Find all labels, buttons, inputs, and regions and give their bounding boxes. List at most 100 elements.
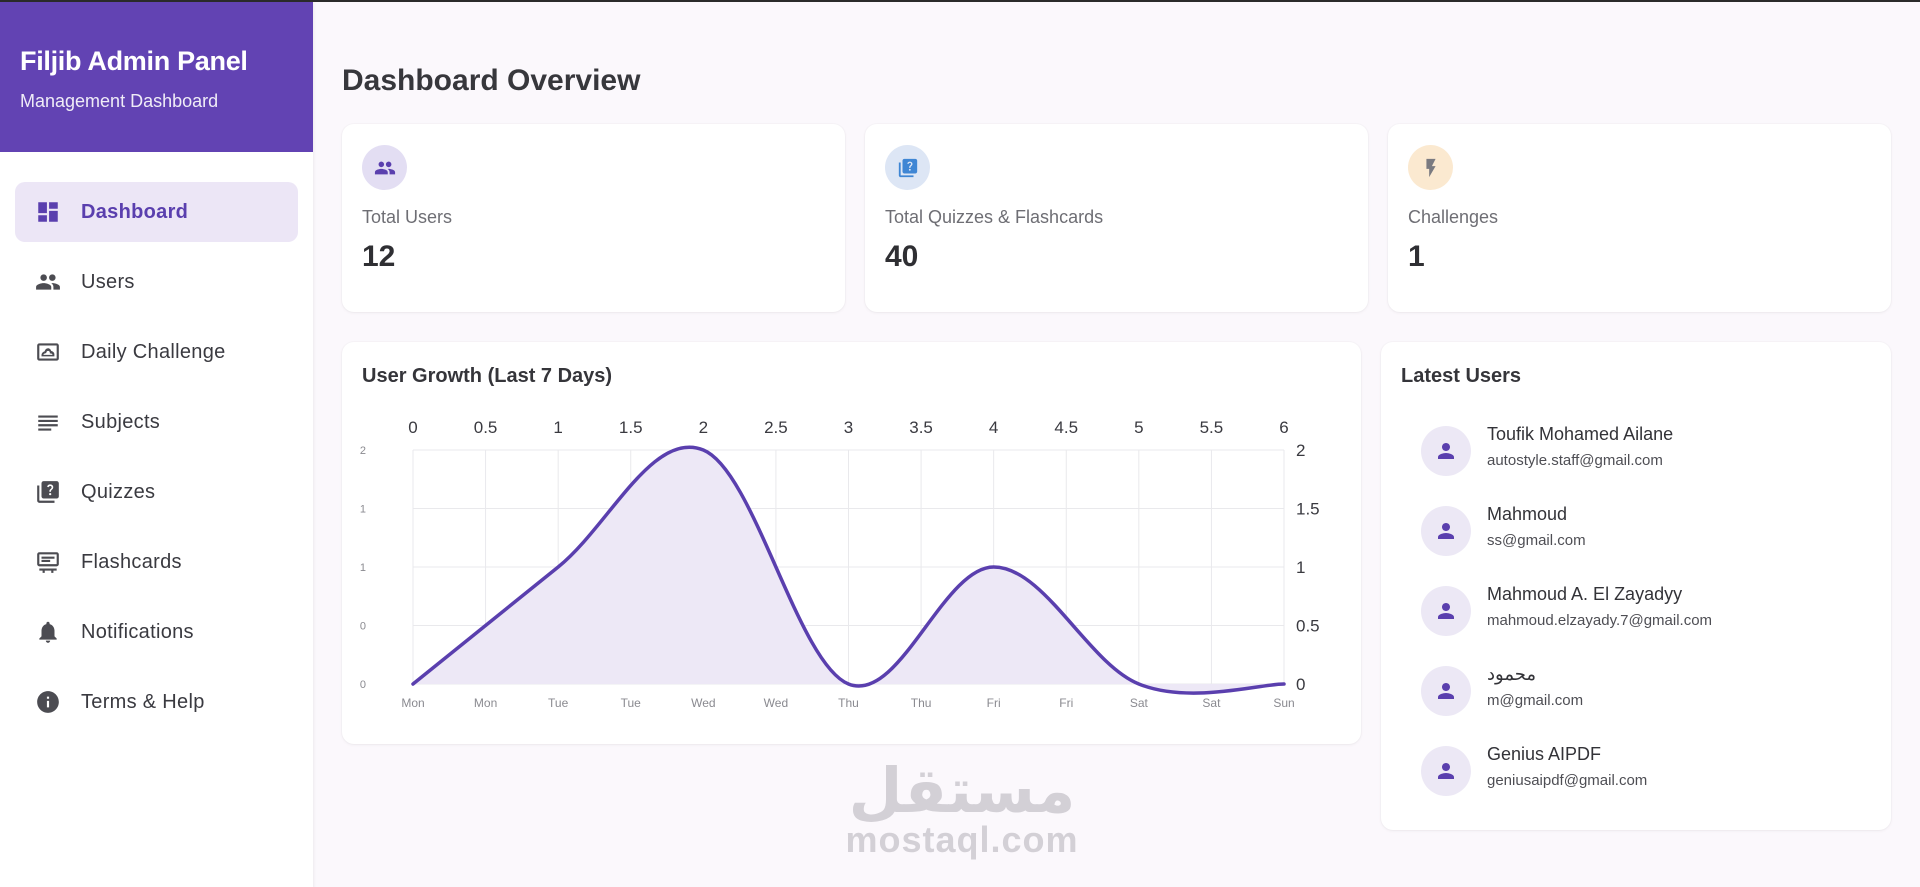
x-tick-label-bottom: Wed — [691, 696, 715, 710]
x-tick-label-top: 1.5 — [619, 418, 643, 437]
user-name: Mahmoud A. El Zayadyy — [1487, 584, 1683, 604]
stat-card-total-users: Total Users 12 — [342, 124, 845, 312]
sidebar-nav: Dashboard Users Daily Challenge Subjects… — [0, 152, 313, 732]
x-tick-label-top: 2.5 — [764, 418, 788, 437]
list-icon — [35, 409, 61, 435]
user-name: محمود — [1487, 664, 1536, 684]
user-email: geniusaipdf@gmail.com — [1487, 772, 1648, 789]
user-avatar-icon — [1421, 586, 1471, 636]
sidebar-item-quizzes[interactable]: Quizzes — [15, 462, 298, 522]
x-tick-label-top: 0 — [408, 418, 417, 437]
people-icon — [362, 145, 407, 190]
x-tick-label-bottom: Mon — [401, 696, 424, 710]
x-tick-label-top: 4 — [989, 418, 998, 437]
user-avatar-icon — [1421, 666, 1471, 716]
user-name: Toufik Mohamed Ailane — [1487, 424, 1674, 444]
sidebar-item-label: Subjects — [81, 410, 161, 433]
flashcard-icon — [35, 549, 61, 575]
page-title: Dashboard Overview — [342, 64, 641, 97]
x-tick-label-bottom: Thu — [838, 696, 859, 710]
chart-series-line — [411, 445, 1286, 695]
sidebar-item-terms-help[interactable]: Terms & Help — [15, 672, 298, 732]
y-tick-label-left: 0 — [360, 621, 366, 633]
brand-header: Filjib Admin Panel Management Dashboard — [0, 2, 313, 152]
y-tick-label-left: 2 — [360, 445, 366, 457]
sidebar-item-label: Daily Challenge — [81, 340, 226, 363]
sidebar: Filjib Admin Panel Management Dashboard … — [0, 2, 313, 887]
sidebar-item-label: Dashboard — [81, 200, 189, 223]
y-tick-label-right: 2 — [1296, 441, 1305, 460]
people-icon — [35, 269, 61, 295]
sidebar-item-daily-challenge[interactable]: Daily Challenge — [15, 322, 298, 382]
sidebar-item-flashcards[interactable]: Flashcards — [15, 532, 298, 592]
x-tick-label-bottom: Tue — [548, 696, 569, 710]
x-tick-label-bottom: Thu — [911, 696, 932, 710]
sidebar-item-label: Quizzes — [81, 480, 156, 503]
user-list-item[interactable]: Mahmoud ss@gmail.com — [1421, 502, 1871, 562]
watermark-latin: mostaql.com — [845, 819, 1079, 860]
x-tick-label-bottom: Sat — [1202, 696, 1221, 710]
brand-subtitle: Management Dashboard — [20, 91, 219, 111]
x-tick-label-bottom: Fri — [1059, 696, 1073, 710]
chart-title: User Growth (Last 7 Days) — [362, 365, 613, 387]
x-tick-label-top: 3 — [844, 418, 853, 437]
latest-users-title: Latest Users — [1401, 365, 1522, 387]
latest-users-card: Latest Users Toufik Mohamed Ailane autos… — [1381, 342, 1891, 830]
stat-value: 12 — [362, 240, 396, 273]
challenge-icon — [35, 339, 61, 365]
stat-label: Challenges — [1408, 207, 1499, 227]
chart-area-fill — [413, 447, 1284, 694]
user-list-item[interactable]: محمود m@gmail.com — [1421, 662, 1871, 722]
x-tick-label-top: 5.5 — [1200, 418, 1224, 437]
y-tick-label-left: 1 — [360, 504, 366, 516]
user-name: Genius AIPDF — [1487, 744, 1602, 764]
x-tick-label-top: 5 — [1134, 418, 1143, 437]
sidebar-item-label: Users — [81, 270, 135, 293]
x-tick-label-bottom: Fri — [987, 696, 1001, 710]
x-tick-label-bottom: Sun — [1273, 696, 1294, 710]
y-tick-label-left: 1 — [360, 562, 366, 574]
sidebar-item-users[interactable]: Users — [15, 252, 298, 312]
user-name: Mahmoud — [1487, 504, 1568, 524]
watermark-logo: مستقل mostaql.com — [842, 760, 1082, 858]
stat-card-challenges: Challenges 1 — [1388, 124, 1891, 312]
user-avatar-icon — [1421, 426, 1471, 476]
sidebar-item-label: Notifications — [81, 620, 194, 643]
quiz-icon — [35, 479, 61, 505]
sidebar-item-subjects[interactable]: Subjects — [15, 392, 298, 452]
x-tick-label-top: 1 — [553, 418, 562, 437]
bolt-icon — [1408, 145, 1453, 190]
user-list-item[interactable]: Mahmoud A. El Zayadyy mahmoud.elzayady.7… — [1421, 582, 1871, 642]
dashboard-icon — [35, 199, 61, 225]
user-list-item[interactable]: Toufik Mohamed Ailane autostyle.staff@gm… — [1421, 422, 1871, 482]
x-tick-label-bottom: Wed — [764, 696, 788, 710]
info-icon — [35, 689, 61, 715]
stat-label: Total Quizzes & Flashcards — [885, 207, 1104, 227]
stat-value: 40 — [885, 240, 919, 273]
sidebar-item-label: Flashcards — [81, 550, 182, 573]
user-list-item[interactable]: Genius AIPDF geniusaipdf@gmail.com — [1421, 742, 1871, 802]
x-tick-label-bottom: Sat — [1130, 696, 1149, 710]
quiz-icon — [885, 145, 930, 190]
user-avatar-icon — [1421, 506, 1471, 556]
sidebar-item-dashboard[interactable]: Dashboard — [15, 182, 298, 242]
y-tick-label-right: 1.5 — [1296, 500, 1320, 519]
y-tick-label-left: 0 — [360, 679, 366, 691]
y-tick-label-right: 0 — [1296, 675, 1305, 694]
watermark-arabic: مستقل — [848, 754, 1076, 827]
bell-icon — [35, 619, 61, 645]
x-tick-label-bottom: Tue — [621, 696, 642, 710]
x-tick-label-top: 6 — [1279, 418, 1288, 437]
user-email: mahmoud.elzayady.7@gmail.com — [1487, 612, 1713, 629]
user-email: ss@gmail.com — [1487, 532, 1586, 549]
user-email: m@gmail.com — [1487, 692, 1584, 709]
user-growth-chart: Mon Mon Tue Tue Wed Wed Thu Thu Fri Fri Sat Sat Sun0… — [360, 418, 1320, 710]
stat-value: 1 — [1408, 240, 1425, 273]
y-tick-label-right: 1 — [1296, 558, 1305, 577]
sidebar-item-notifications[interactable]: Notifications — [15, 602, 298, 662]
stat-card-total-quizzes: Total Quizzes & Flashcards 40 — [865, 124, 1368, 312]
stat-label: Total Users — [362, 207, 453, 227]
x-tick-label-top: 3.5 — [909, 418, 933, 437]
x-tick-label-top: 2 — [699, 418, 708, 437]
user-growth-chart-card: User Growth (Last 7 Days) Mon Mon Tue Tue We… — [342, 342, 1361, 744]
